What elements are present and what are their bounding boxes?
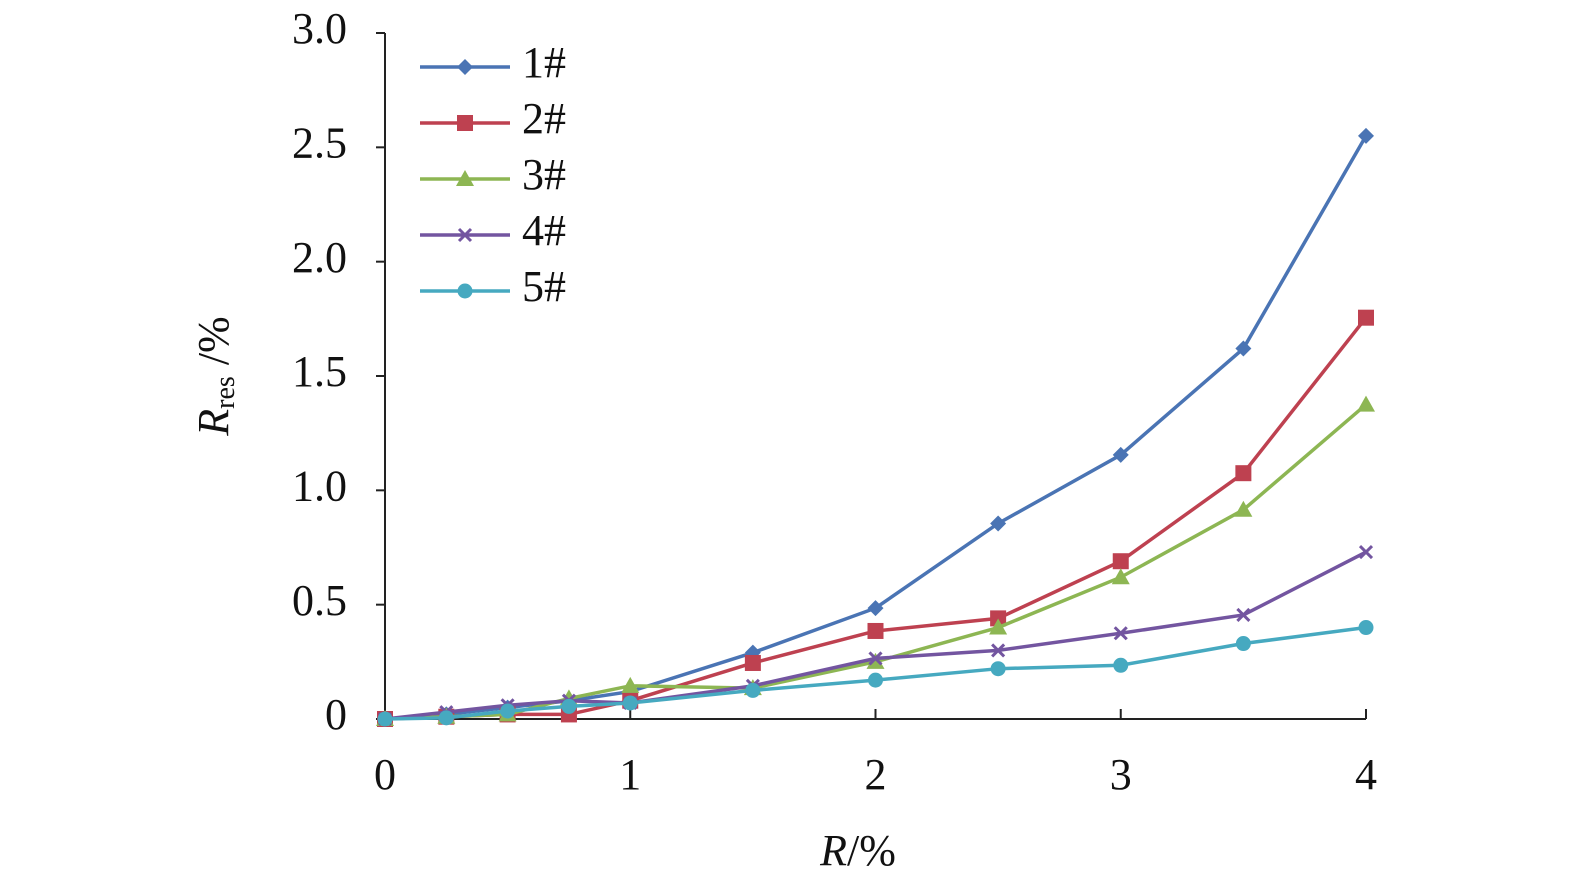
y-tick-label: 1.5 — [292, 347, 347, 396]
x-axis-label: R/% — [819, 826, 896, 875]
marker — [868, 651, 883, 666]
legend-label: 3# — [522, 150, 566, 199]
marker — [867, 600, 884, 617]
x-tick-label: 0 — [374, 750, 396, 799]
y-tick-label: 0.5 — [292, 576, 347, 625]
marker — [1357, 395, 1375, 412]
y-tick-label: 2.0 — [292, 233, 347, 282]
marker — [867, 622, 884, 639]
marker — [1358, 309, 1374, 326]
marker — [745, 682, 761, 698]
y-label-subscript: res — [210, 376, 241, 409]
marker — [377, 711, 393, 727]
legend-label: 5# — [522, 262, 566, 311]
y-label-main: R — [189, 409, 238, 437]
marker — [989, 618, 1008, 635]
marker — [456, 170, 474, 186]
marker — [990, 661, 1006, 677]
marker — [1112, 446, 1129, 463]
marker — [438, 710, 454, 726]
legend-label: 1# — [522, 38, 566, 87]
marker — [1236, 607, 1251, 623]
marker — [991, 643, 1006, 658]
marker — [1112, 553, 1129, 570]
y-tick-label: 2.5 — [292, 118, 347, 167]
marker — [990, 610, 1007, 627]
x-label-main: R — [819, 826, 847, 875]
x-label-unit: /% — [847, 826, 896, 875]
x-tick-label: 4 — [1355, 750, 1377, 799]
marker — [457, 283, 473, 299]
y-label-unit: /% — [189, 316, 238, 376]
y-tick-label: 3.0 — [292, 4, 347, 53]
marker — [621, 676, 640, 693]
marker — [457, 115, 473, 131]
marker — [990, 515, 1007, 532]
legend-label: 4# — [522, 206, 566, 255]
marker — [1235, 465, 1252, 482]
marker — [1358, 127, 1374, 144]
marker — [1358, 620, 1374, 636]
marker — [622, 695, 638, 711]
marker — [744, 654, 761, 671]
y-tick-label: 0 — [325, 690, 347, 739]
y-tick-label: 1.0 — [292, 461, 347, 510]
x-tick-label: 2 — [865, 750, 887, 799]
marker — [1235, 636, 1251, 652]
marker — [1235, 340, 1252, 357]
marker — [1234, 500, 1253, 517]
legend-label: 2# — [522, 94, 566, 143]
marker — [1358, 545, 1374, 560]
marker — [457, 59, 473, 75]
x-tick-label: 1 — [619, 750, 641, 799]
marker — [1113, 657, 1129, 673]
x-tick-label: 3 — [1110, 750, 1132, 799]
series-line — [384, 403, 1368, 721]
marker — [1113, 626, 1128, 641]
marker — [457, 227, 473, 243]
y-axis-label: Rres /% — [189, 316, 241, 436]
marker — [1111, 568, 1130, 585]
marker — [561, 698, 577, 714]
marker — [868, 672, 883, 688]
marker — [500, 703, 516, 719]
